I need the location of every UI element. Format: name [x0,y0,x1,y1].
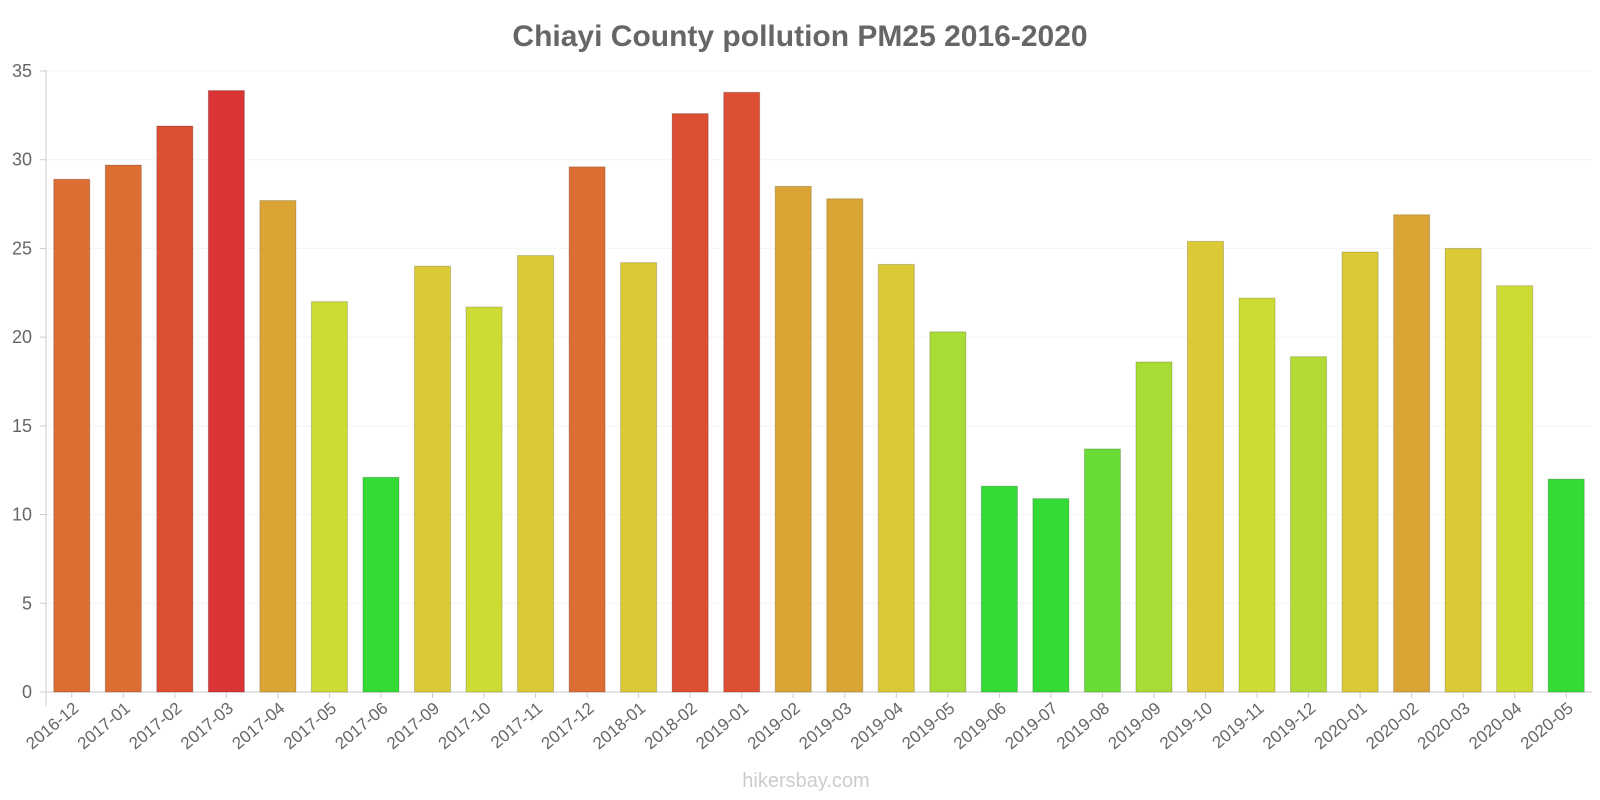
x-tick-label: 2017-06 [332,699,392,754]
x-tick-label: 2017-02 [125,699,185,754]
x-tick-label: 2019-11 [1209,699,1268,753]
bar-2020-04 [1496,285,1534,693]
x-tick-label: 2019-09 [1105,699,1165,754]
bar-2017-09 [413,265,452,693]
y-tick-labels: 0 5 10 15 20 25 30 35 [12,61,46,702]
x-tick-labels: 2016-122017-012017-022017-032017-042017-… [22,692,1577,754]
x-tick-label: 2017-10 [435,699,495,754]
x-tick-label: 2019-04 [847,699,907,754]
bar-2019-02 [774,185,812,693]
bars [53,90,1585,693]
y-tick-label: 30 [12,150,32,170]
x-tick-label: 2020-01 [1311,699,1371,754]
x-tick-label: 2019-10 [1156,699,1216,754]
bar-2017-04 [259,200,297,693]
x-tick-label: 2020-04 [1465,699,1525,754]
bar-2020-02 [1393,214,1431,693]
x-tick-label: 2020-03 [1414,699,1474,754]
bar-2017-01 [104,164,142,693]
bar-2016-12 [53,178,91,693]
x-tick-label: 2019-02 [744,699,804,754]
bar-2020-01 [1341,251,1379,693]
bar-2017-11 [517,255,555,693]
bar-2019-12 [1290,356,1328,693]
y-tick-label: 25 [12,238,32,258]
x-tick-label: 2017-11 [487,699,546,753]
x-tick-label: 2017-04 [228,699,288,754]
y-tick-label: 10 [12,505,32,525]
y-tick-label: 5 [22,593,32,613]
x-tick-label: 2019-05 [898,699,958,754]
y-tick-label: 0 [22,682,32,702]
x-tick-label: 2019-03 [795,699,855,754]
x-tick-label: 2019-07 [1001,699,1061,754]
bar-2017-12 [568,166,606,693]
y-tick-label: 15 [12,416,32,436]
bar-2019-06 [980,485,1018,693]
bar-2019-04 [877,263,915,693]
x-tick-label: 2017-09 [383,699,443,754]
bar-2020-03 [1444,247,1482,693]
grid-lines [46,70,1592,604]
axes [45,70,1592,706]
x-tick-label: 2020-05 [1517,699,1577,754]
bar-2019-09 [1135,361,1173,693]
bar-2020-05 [1547,478,1585,693]
bar-2017-06 [362,476,400,693]
bar-2017-02 [156,125,194,693]
chart-title: Chiayi County pollution PM25 2016-2020 [512,20,1087,53]
bar-2018-01 [620,262,658,693]
bar-2019-08 [1083,448,1121,693]
x-tick-label: 2017-05 [280,699,340,754]
watermark: hikersbay.com [742,770,869,792]
x-tick-label: 2019-06 [950,699,1010,754]
x-tick-label: 2019-01 [692,699,752,754]
y-tick-label: 20 [12,327,32,347]
x-tick-label: 2020-02 [1362,699,1422,754]
x-tick-label: 2019-12 [1259,699,1319,754]
bar-2018-02 [671,113,709,693]
y-tick-label: 35 [12,61,32,81]
x-tick-label: 2016-12 [22,699,82,754]
bar-2019-05 [929,331,967,693]
x-tick-label: 2019-08 [1053,699,1113,754]
x-tick-label: 2018-02 [641,699,701,754]
bar-2019-07 [1032,498,1070,693]
bar-2017-05 [310,301,348,693]
bar-2017-10 [465,306,503,693]
bar-2019-10 [1186,240,1225,693]
bar-2019-11 [1238,297,1276,693]
x-tick-label: 2018-01 [589,699,649,754]
bar-2019-03 [826,198,864,693]
x-tick-label: 2017-03 [177,699,237,754]
bar-2019-01 [723,91,761,693]
x-tick-label: 2017-12 [538,699,598,754]
x-tick-label: 2017-01 [74,699,134,754]
bar-2017-03 [207,90,245,693]
